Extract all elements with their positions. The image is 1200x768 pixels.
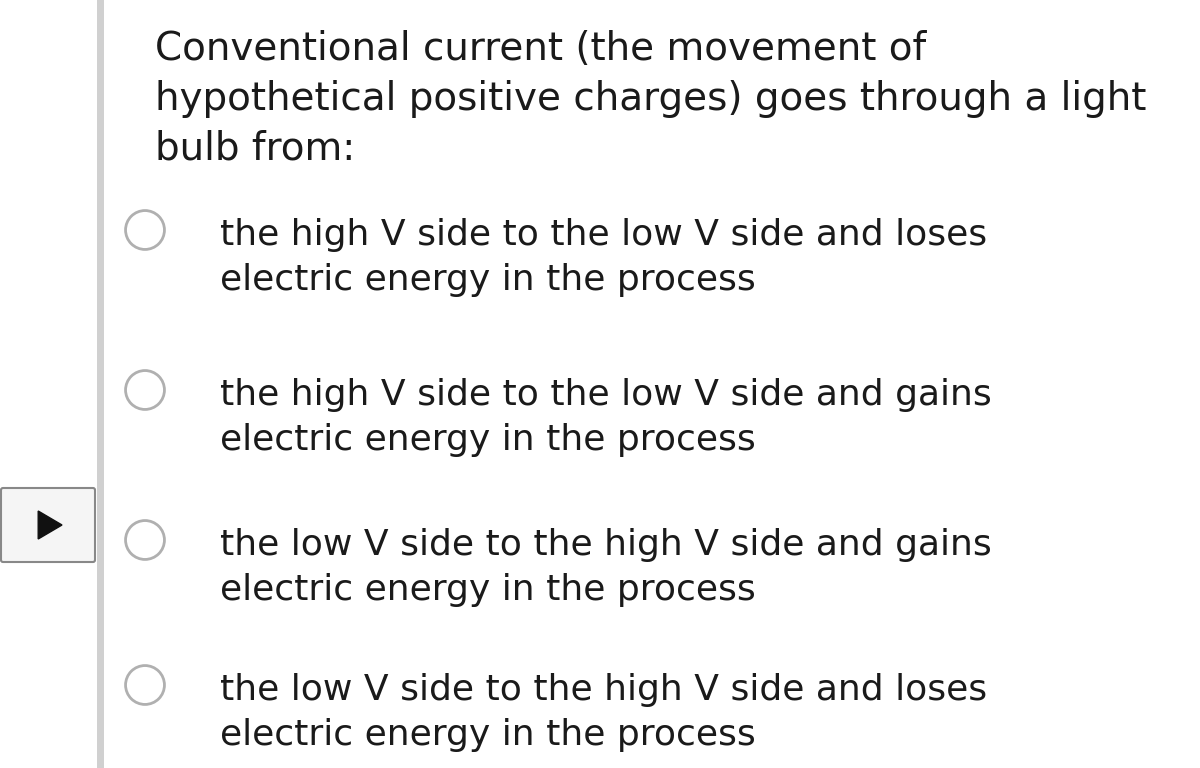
Polygon shape <box>38 511 62 539</box>
Circle shape <box>126 370 164 409</box>
Text: the low V side to the high V side and loses
electric energy in the process: the low V side to the high V side and lo… <box>220 674 988 752</box>
Circle shape <box>126 521 164 559</box>
Text: the high V side to the low V side and loses
electric energy in the process: the high V side to the low V side and lo… <box>220 218 988 297</box>
Bar <box>97 0 104 768</box>
Text: the low V side to the high V side and gains
electric energy in the process: the low V side to the high V side and ga… <box>220 528 991 607</box>
Text: the high V side to the low V side and gains
electric energy in the process: the high V side to the low V side and ga… <box>220 379 991 457</box>
FancyBboxPatch shape <box>1 488 95 562</box>
Circle shape <box>126 666 164 704</box>
Circle shape <box>126 210 164 250</box>
Text: Conventional current (the movement of
hypothetical positive charges) goes throug: Conventional current (the movement of hy… <box>155 30 1146 168</box>
